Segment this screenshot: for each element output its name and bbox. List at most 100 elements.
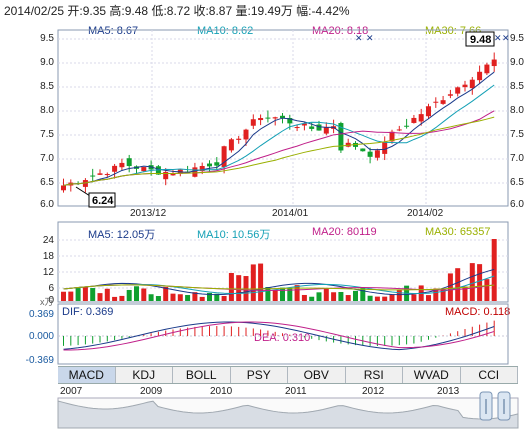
volume-unit: x万 bbox=[40, 297, 54, 307]
quote-summary: 2014/02/25 开:9.35 高:9.48 低:8.72 收:8.87 量… bbox=[4, 4, 350, 18]
tab-cci[interactable]: CCI bbox=[461, 367, 518, 383]
volume-bar bbox=[265, 287, 271, 301]
macd-line bbox=[63, 321, 495, 351]
volume-bar bbox=[462, 286, 468, 301]
overview-year: 2012 bbox=[362, 386, 385, 397]
price-ma-line bbox=[63, 110, 495, 186]
volume-bar bbox=[104, 288, 110, 301]
tab-boll[interactable]: BOLL bbox=[173, 367, 231, 383]
volume-bar bbox=[221, 296, 227, 301]
volume-bar bbox=[177, 294, 183, 301]
price-y-tick: 8.0 bbox=[40, 105, 54, 116]
price-y-tick: 6.5 bbox=[40, 177, 54, 188]
signal-marker-icon: ✕ bbox=[494, 33, 502, 43]
candle-body bbox=[389, 131, 395, 142]
candle-body bbox=[294, 127, 300, 129]
tab-rsi[interactable]: RSI bbox=[346, 367, 403, 383]
volume-bar bbox=[331, 292, 337, 301]
macd-panel-frame bbox=[57, 303, 509, 365]
date-label: 2014/01 bbox=[272, 208, 309, 219]
overview-year: 2010 bbox=[210, 386, 233, 397]
candle-body bbox=[112, 165, 118, 172]
volume-bar bbox=[316, 292, 322, 301]
price-y-tick-right: 9.5 bbox=[510, 33, 524, 44]
volume-bar bbox=[353, 290, 358, 301]
volume-bar bbox=[455, 268, 461, 301]
volume-ma20-label: MA20: 80119 bbox=[312, 226, 377, 238]
volume-bar bbox=[75, 288, 81, 301]
volume-bar bbox=[309, 296, 315, 301]
candle-body bbox=[236, 138, 242, 140]
candle-body bbox=[243, 129, 249, 140]
price-ma20-label: MA20: 8.18 bbox=[312, 25, 369, 37]
volume-bar bbox=[426, 295, 431, 301]
tab-kdj[interactable]: KDJ bbox=[116, 367, 173, 383]
overview-year: 2013 bbox=[437, 386, 460, 397]
indicator-tabs: MACD KDJ BOLL PSY OBV RSI WVAD CCI bbox=[58, 366, 518, 384]
signal-marker-icon: ✕ bbox=[502, 33, 510, 43]
date-label: 2013/12 bbox=[130, 208, 167, 219]
candle-body bbox=[462, 84, 468, 88]
candle-body bbox=[207, 163, 212, 167]
volume-bar bbox=[396, 289, 402, 301]
candle-body bbox=[155, 166, 161, 175]
volume-ma-line bbox=[63, 284, 495, 291]
volume-bar bbox=[68, 291, 74, 301]
candle-body bbox=[214, 162, 220, 166]
volume-ma5-label: MA5: 12.05万 bbox=[88, 229, 156, 241]
candle-body bbox=[382, 141, 388, 154]
candle-body bbox=[491, 59, 497, 67]
tab-macd[interactable]: MACD bbox=[58, 367, 116, 383]
volume-bar bbox=[411, 294, 417, 301]
volume-bar bbox=[119, 295, 125, 301]
tab-obv[interactable]: OBV bbox=[288, 367, 346, 383]
price-ma10-label: MA10: 8.62 bbox=[197, 25, 254, 37]
volume-bar bbox=[141, 288, 147, 301]
candle-body bbox=[418, 114, 424, 122]
candle-body bbox=[126, 158, 132, 167]
tab-wvad[interactable]: WVAD bbox=[403, 367, 461, 383]
macd-label: MACD: 0.118 bbox=[445, 306, 511, 318]
volume-bar bbox=[477, 264, 483, 301]
macd-lines bbox=[63, 321, 495, 351]
candle-body bbox=[104, 174, 110, 176]
volume-bar bbox=[374, 296, 380, 301]
candle-body bbox=[301, 123, 307, 126]
volume-y-tick: 24 bbox=[42, 235, 54, 246]
volume-bar bbox=[382, 296, 388, 301]
candle-body bbox=[411, 117, 417, 123]
volume-bar bbox=[192, 292, 198, 301]
volume-bar bbox=[207, 292, 212, 301]
volume-bar bbox=[469, 263, 475, 301]
candlesticks bbox=[61, 52, 497, 193]
candle-body bbox=[97, 173, 103, 175]
candle-body bbox=[228, 139, 234, 151]
candle-body bbox=[455, 87, 461, 94]
tab-psy[interactable]: PSY bbox=[231, 367, 288, 383]
price-panel-frame bbox=[57, 29, 509, 207]
volume-bar bbox=[155, 296, 161, 301]
volume-ma10-label: MA10: 10.56万 bbox=[197, 229, 271, 241]
volume-bar bbox=[97, 293, 103, 301]
signal-marker-icon: ✕ bbox=[355, 33, 363, 43]
price-ma-line bbox=[63, 71, 495, 186]
volume-bar bbox=[134, 286, 139, 301]
candle-body bbox=[170, 173, 176, 176]
volume-bar bbox=[199, 296, 205, 301]
volume-bar bbox=[61, 291, 66, 301]
candle-body bbox=[404, 125, 410, 127]
volume-ma-line bbox=[63, 268, 495, 296]
price-ma5-label: MA5: 8.67 bbox=[88, 25, 139, 37]
high-price-text: 9.48 bbox=[470, 34, 491, 46]
volume-y-tick: 6 bbox=[48, 283, 54, 294]
volume-bar bbox=[112, 296, 118, 301]
candle-body bbox=[258, 118, 264, 121]
volume-bar bbox=[345, 295, 351, 301]
overview-year: 2009 bbox=[140, 386, 163, 397]
candle-body bbox=[141, 167, 147, 172]
price-y-tick: 8.5 bbox=[40, 81, 54, 92]
price-ma-line bbox=[63, 116, 495, 186]
overview-area bbox=[57, 400, 519, 429]
candle-body bbox=[199, 166, 205, 172]
